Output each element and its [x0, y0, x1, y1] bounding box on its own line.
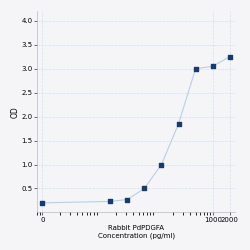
Point: [194, 67, 198, 71]
Point: [176, 122, 180, 126]
Point: [125, 198, 129, 202]
Point: [40, 201, 44, 205]
Point: [142, 186, 146, 190]
Point: [228, 55, 232, 59]
Point: [160, 162, 164, 166]
X-axis label: Rabbit PdPDGFA
Concentration (pg/ml): Rabbit PdPDGFA Concentration (pg/ml): [98, 226, 175, 239]
Point: [211, 64, 215, 68]
Y-axis label: OD: OD: [11, 106, 20, 118]
Point: [108, 200, 112, 203]
